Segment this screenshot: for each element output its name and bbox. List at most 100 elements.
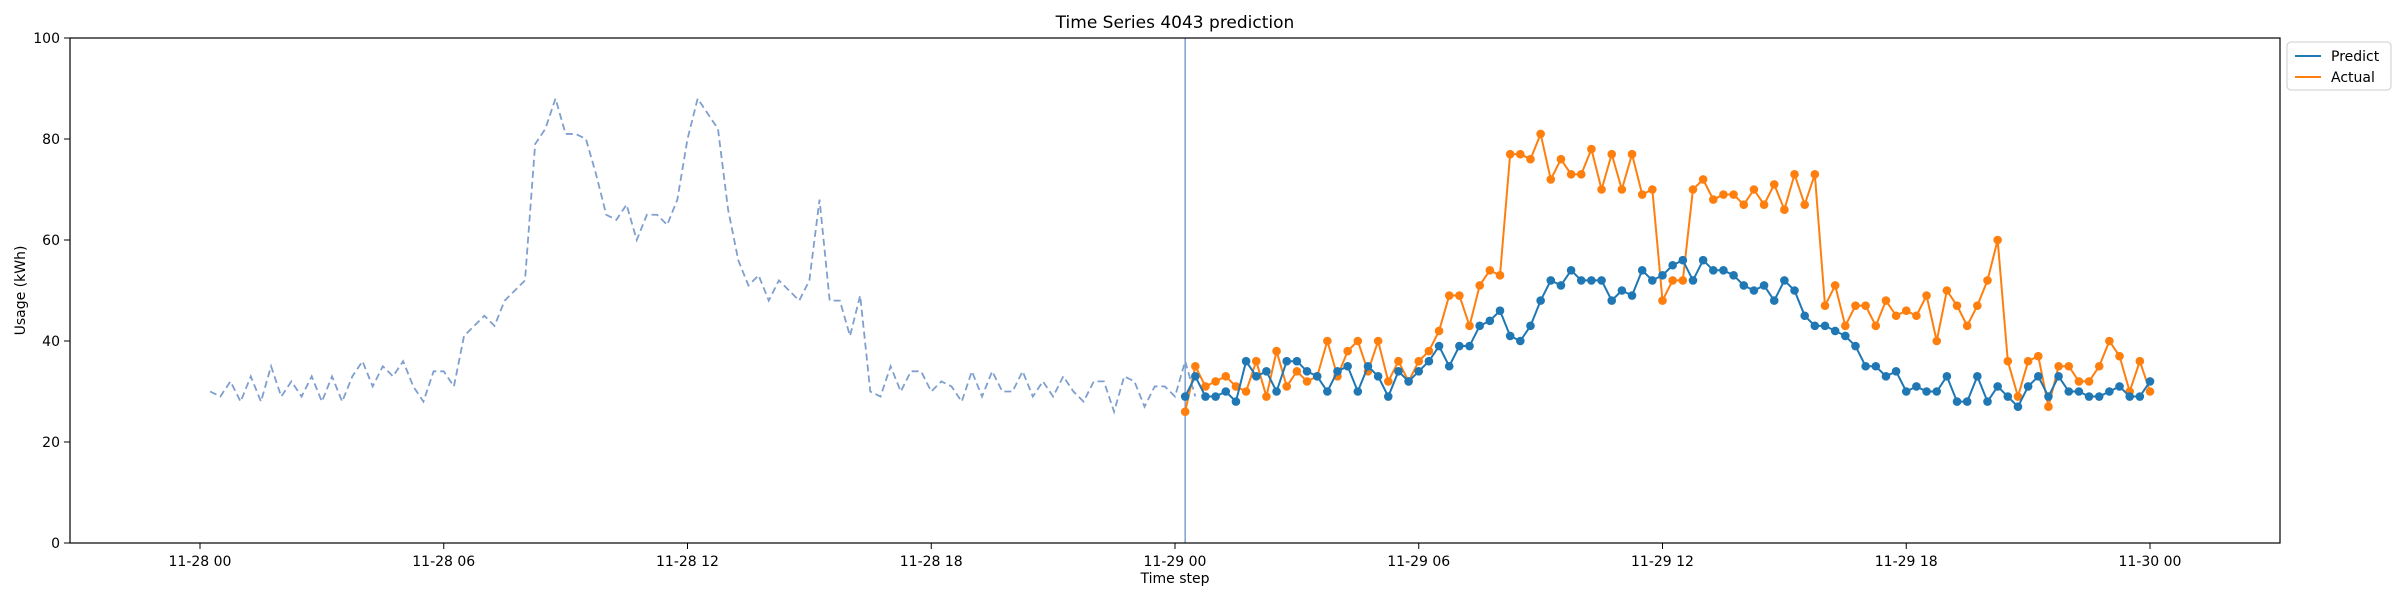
series-predict-point	[2125, 392, 2134, 401]
series-predict-point	[1648, 276, 1657, 285]
series-predict-point	[1952, 397, 1962, 406]
series-predict-point	[1576, 276, 1586, 285]
series-predict-point	[2033, 372, 2043, 381]
series-actual-point	[2074, 377, 2084, 386]
series-predict-point	[1363, 361, 1373, 371]
y-tick-label: 100	[33, 31, 60, 47]
series-actual-point	[1901, 306, 1911, 316]
series-predict-point	[1780, 276, 1789, 285]
series-predict-point	[1912, 382, 1921, 391]
series-actual-point	[1587, 144, 1596, 154]
series-predict-point	[1404, 377, 1413, 386]
series-predict-point	[1516, 336, 1525, 346]
series-actual-point	[1221, 372, 1231, 381]
series-predict-point	[1505, 331, 1515, 341]
series-actual-point	[1211, 377, 1220, 386]
series-actual-point	[2023, 356, 2033, 366]
series-actual-point	[1780, 205, 1789, 214]
series-actual-point	[1556, 154, 1566, 164]
legend-label-actual: Actual	[2331, 70, 2375, 86]
series-actual-point	[1485, 266, 1495, 275]
series-actual-line	[1184, 130, 2151, 412]
series-actual-point	[1282, 382, 1292, 391]
series-actual-point	[1373, 336, 1383, 346]
series-predict-point	[1871, 361, 1881, 371]
series-actual-point	[1546, 175, 1556, 184]
series-predict-point	[1465, 341, 1474, 351]
series-actual-point	[1251, 356, 1261, 366]
series-predict-point	[2044, 392, 2053, 401]
series-predict-point	[2074, 387, 2084, 396]
series-actual-point	[1962, 321, 1972, 331]
series-predict	[1180, 255, 2155, 411]
series-predict-point	[1922, 387, 1931, 396]
series-predict-point	[1475, 321, 1484, 331]
series-predict-point	[1180, 392, 1190, 401]
series-predict-point	[2145, 377, 2155, 386]
series-predict-point	[1830, 326, 1840, 336]
series-predict-point	[1759, 281, 1769, 290]
series-predict-point	[1729, 271, 1738, 280]
series-actual-point	[1455, 291, 1464, 300]
series-actual-point	[1891, 311, 1901, 321]
series-predict-point	[1444, 361, 1454, 371]
x-tick-label: 11-28 00	[169, 554, 232, 570]
series-actual-point	[1708, 195, 1718, 204]
series-predict-point	[1708, 266, 1718, 275]
series-predict-point	[1455, 341, 1464, 351]
series-predict-point	[2094, 392, 2104, 401]
series-predict-point	[1658, 271, 1667, 280]
series-actual-point	[1952, 301, 1962, 310]
series-predict-point	[1302, 367, 1312, 376]
series-actual-point	[1475, 281, 1484, 290]
series-actual-point	[1607, 149, 1617, 159]
series-predict-point	[1292, 356, 1302, 366]
series-actual-point	[1576, 170, 1586, 179]
series-actual-point	[1810, 170, 1820, 179]
x-tick-label: 11-28 06	[412, 554, 475, 570]
series-actual-point	[1881, 296, 1891, 305]
series-predict-point	[1526, 321, 1535, 331]
series-actual-point	[1841, 321, 1850, 331]
series-actual-point	[1272, 346, 1281, 356]
x-tick-label: 11-28 18	[900, 554, 963, 570]
series-actual-point	[1739, 200, 1749, 209]
series-actual-point	[1262, 392, 1271, 401]
series-actual-point	[1353, 336, 1363, 346]
series-predict-point	[1627, 291, 1637, 300]
series-predict-point	[1800, 311, 1809, 321]
series-actual-point	[1749, 185, 1759, 194]
series-actual-point	[1526, 154, 1535, 164]
series-predict-point	[1251, 372, 1261, 381]
series-predict-point	[1373, 372, 1383, 381]
series-predict-point	[2003, 392, 2013, 401]
series-predict-point	[1891, 367, 1901, 376]
series-predict-point	[1587, 276, 1596, 285]
series-predict-point	[1312, 372, 1322, 381]
legend-label-predict: Predict	[2331, 49, 2380, 65]
series-actual-point	[2013, 392, 2023, 401]
series-actual-point	[2003, 356, 2013, 366]
series-predict-point	[1932, 387, 1942, 396]
series-predict-point	[1536, 296, 1545, 305]
series-actual-point	[1790, 170, 1799, 179]
series-predict-point	[1434, 341, 1444, 351]
series-predict-point	[1851, 341, 1860, 351]
series-actual-point	[2115, 351, 2124, 361]
series-predict-point	[1607, 296, 1617, 305]
series-actual-point	[1505, 149, 1515, 159]
series-predict-point	[1282, 356, 1292, 366]
series-predict-point	[2064, 387, 2074, 396]
series-actual-point	[1434, 326, 1444, 336]
series-predict-point	[1993, 382, 2002, 391]
series-actual-point	[1323, 336, 1332, 346]
series-predict-point	[2023, 382, 2033, 391]
series-predict-point	[1668, 260, 1677, 270]
series-actual-point	[1871, 321, 1881, 331]
series-actual-point	[1973, 301, 1982, 310]
series-predict-point	[2115, 382, 2124, 391]
series-actual-point	[1932, 336, 1942, 346]
series-actual-point	[2044, 402, 2053, 411]
series-actual-point	[1343, 346, 1352, 356]
